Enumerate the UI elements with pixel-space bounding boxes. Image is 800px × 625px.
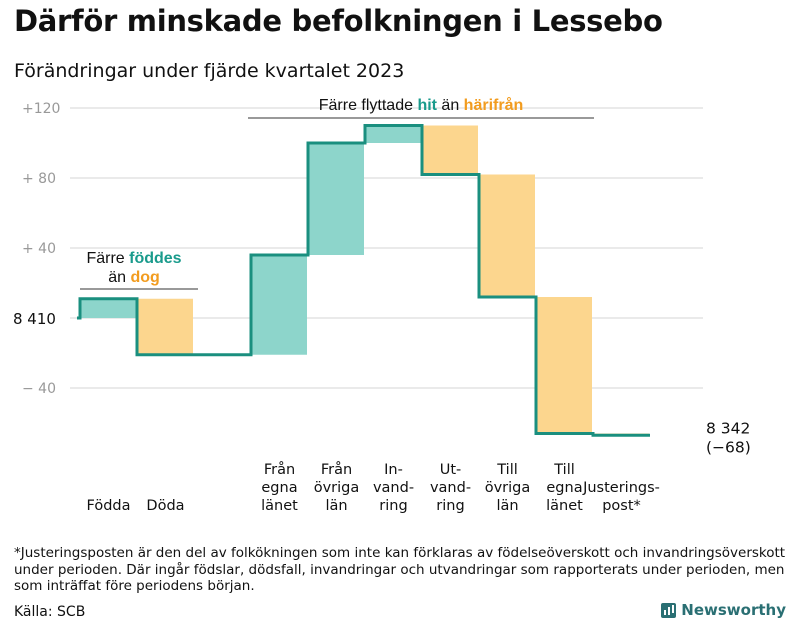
category-label: Ut-: [440, 462, 462, 478]
y-tick-label: +120: [22, 101, 60, 117]
category-label: Födda: [87, 498, 131, 514]
waterfall-step-line: [77, 124, 650, 437]
category-label: ring: [436, 498, 464, 514]
y-tick-label: + 80: [22, 171, 56, 187]
start-value-label: 8 410: [13, 310, 56, 328]
category-label: Från: [264, 461, 295, 478]
chart-title: Därför minskade befolkningen i Lessebo: [14, 4, 663, 38]
category-labels: Födda Döda Från egna länet Från övriga län In-va…: [87, 419, 751, 514]
waterfall-bar: [81, 298, 136, 318]
category-label: län: [325, 498, 347, 514]
waterfall-bar: [537, 297, 592, 434]
waterfall-bar: [309, 143, 364, 255]
category-label: län: [496, 498, 518, 514]
waterfall-bar: [138, 298, 193, 355]
annotations: Färre föddes än dog Färre flyttade hit än …: [80, 96, 594, 290]
y-tick-label: − 40: [22, 381, 56, 397]
step-line: [77, 124, 650, 437]
footnote: *Justeringsposten är den del av folkökni…: [14, 545, 786, 594]
category-label: Till: [496, 462, 518, 478]
waterfall-bar: [423, 125, 478, 175]
bars: [81, 125, 649, 436]
end-value-label: 8 342: [706, 419, 750, 437]
brand-logo: Newsworthy: [661, 601, 786, 619]
category-label: In-: [384, 462, 403, 478]
grid-lines: +120 + 80 + 40 − 40 8 410: [13, 101, 703, 397]
category-label: vand-: [430, 480, 471, 496]
births-annotation-line2: än dog: [108, 269, 160, 286]
category-label: länet: [546, 498, 583, 514]
end-change-label: (−68): [706, 438, 751, 456]
births-annotation-line1: Färre föddes: [86, 250, 181, 267]
source-label: Källa: SCB: [14, 604, 86, 620]
category-label: Döda: [146, 498, 184, 514]
category-label: länet: [261, 498, 298, 514]
category-label: egna: [261, 480, 297, 496]
waterfall-bar: [366, 125, 421, 143]
waterfall-bar: [480, 174, 535, 297]
category-label: egna: [546, 480, 582, 496]
category-label: Från: [321, 461, 352, 478]
category-label: ring: [379, 498, 407, 514]
category-label: vand-: [373, 480, 414, 496]
waterfall-chart: +120 + 80 + 40 − 40 8 410 Födda Döda Från egna l…: [13, 96, 751, 514]
migration-annotation: Färre flyttade hit än härifrån: [319, 96, 524, 114]
category-label: övriga: [485, 480, 531, 496]
category-label: Till: [553, 462, 575, 478]
waterfall-bar: [252, 255, 307, 355]
newsworthy-logo-icon: [661, 602, 677, 618]
brand-name: Newsworthy: [681, 601, 786, 619]
y-tick-label: + 40: [22, 241, 56, 257]
category-label: Justerings-: [582, 480, 660, 496]
category-label: övriga: [314, 480, 360, 496]
category-label: post*: [602, 498, 641, 514]
chart-subtitle: Förändringar under fjärde kvartalet 2023: [14, 60, 405, 82]
